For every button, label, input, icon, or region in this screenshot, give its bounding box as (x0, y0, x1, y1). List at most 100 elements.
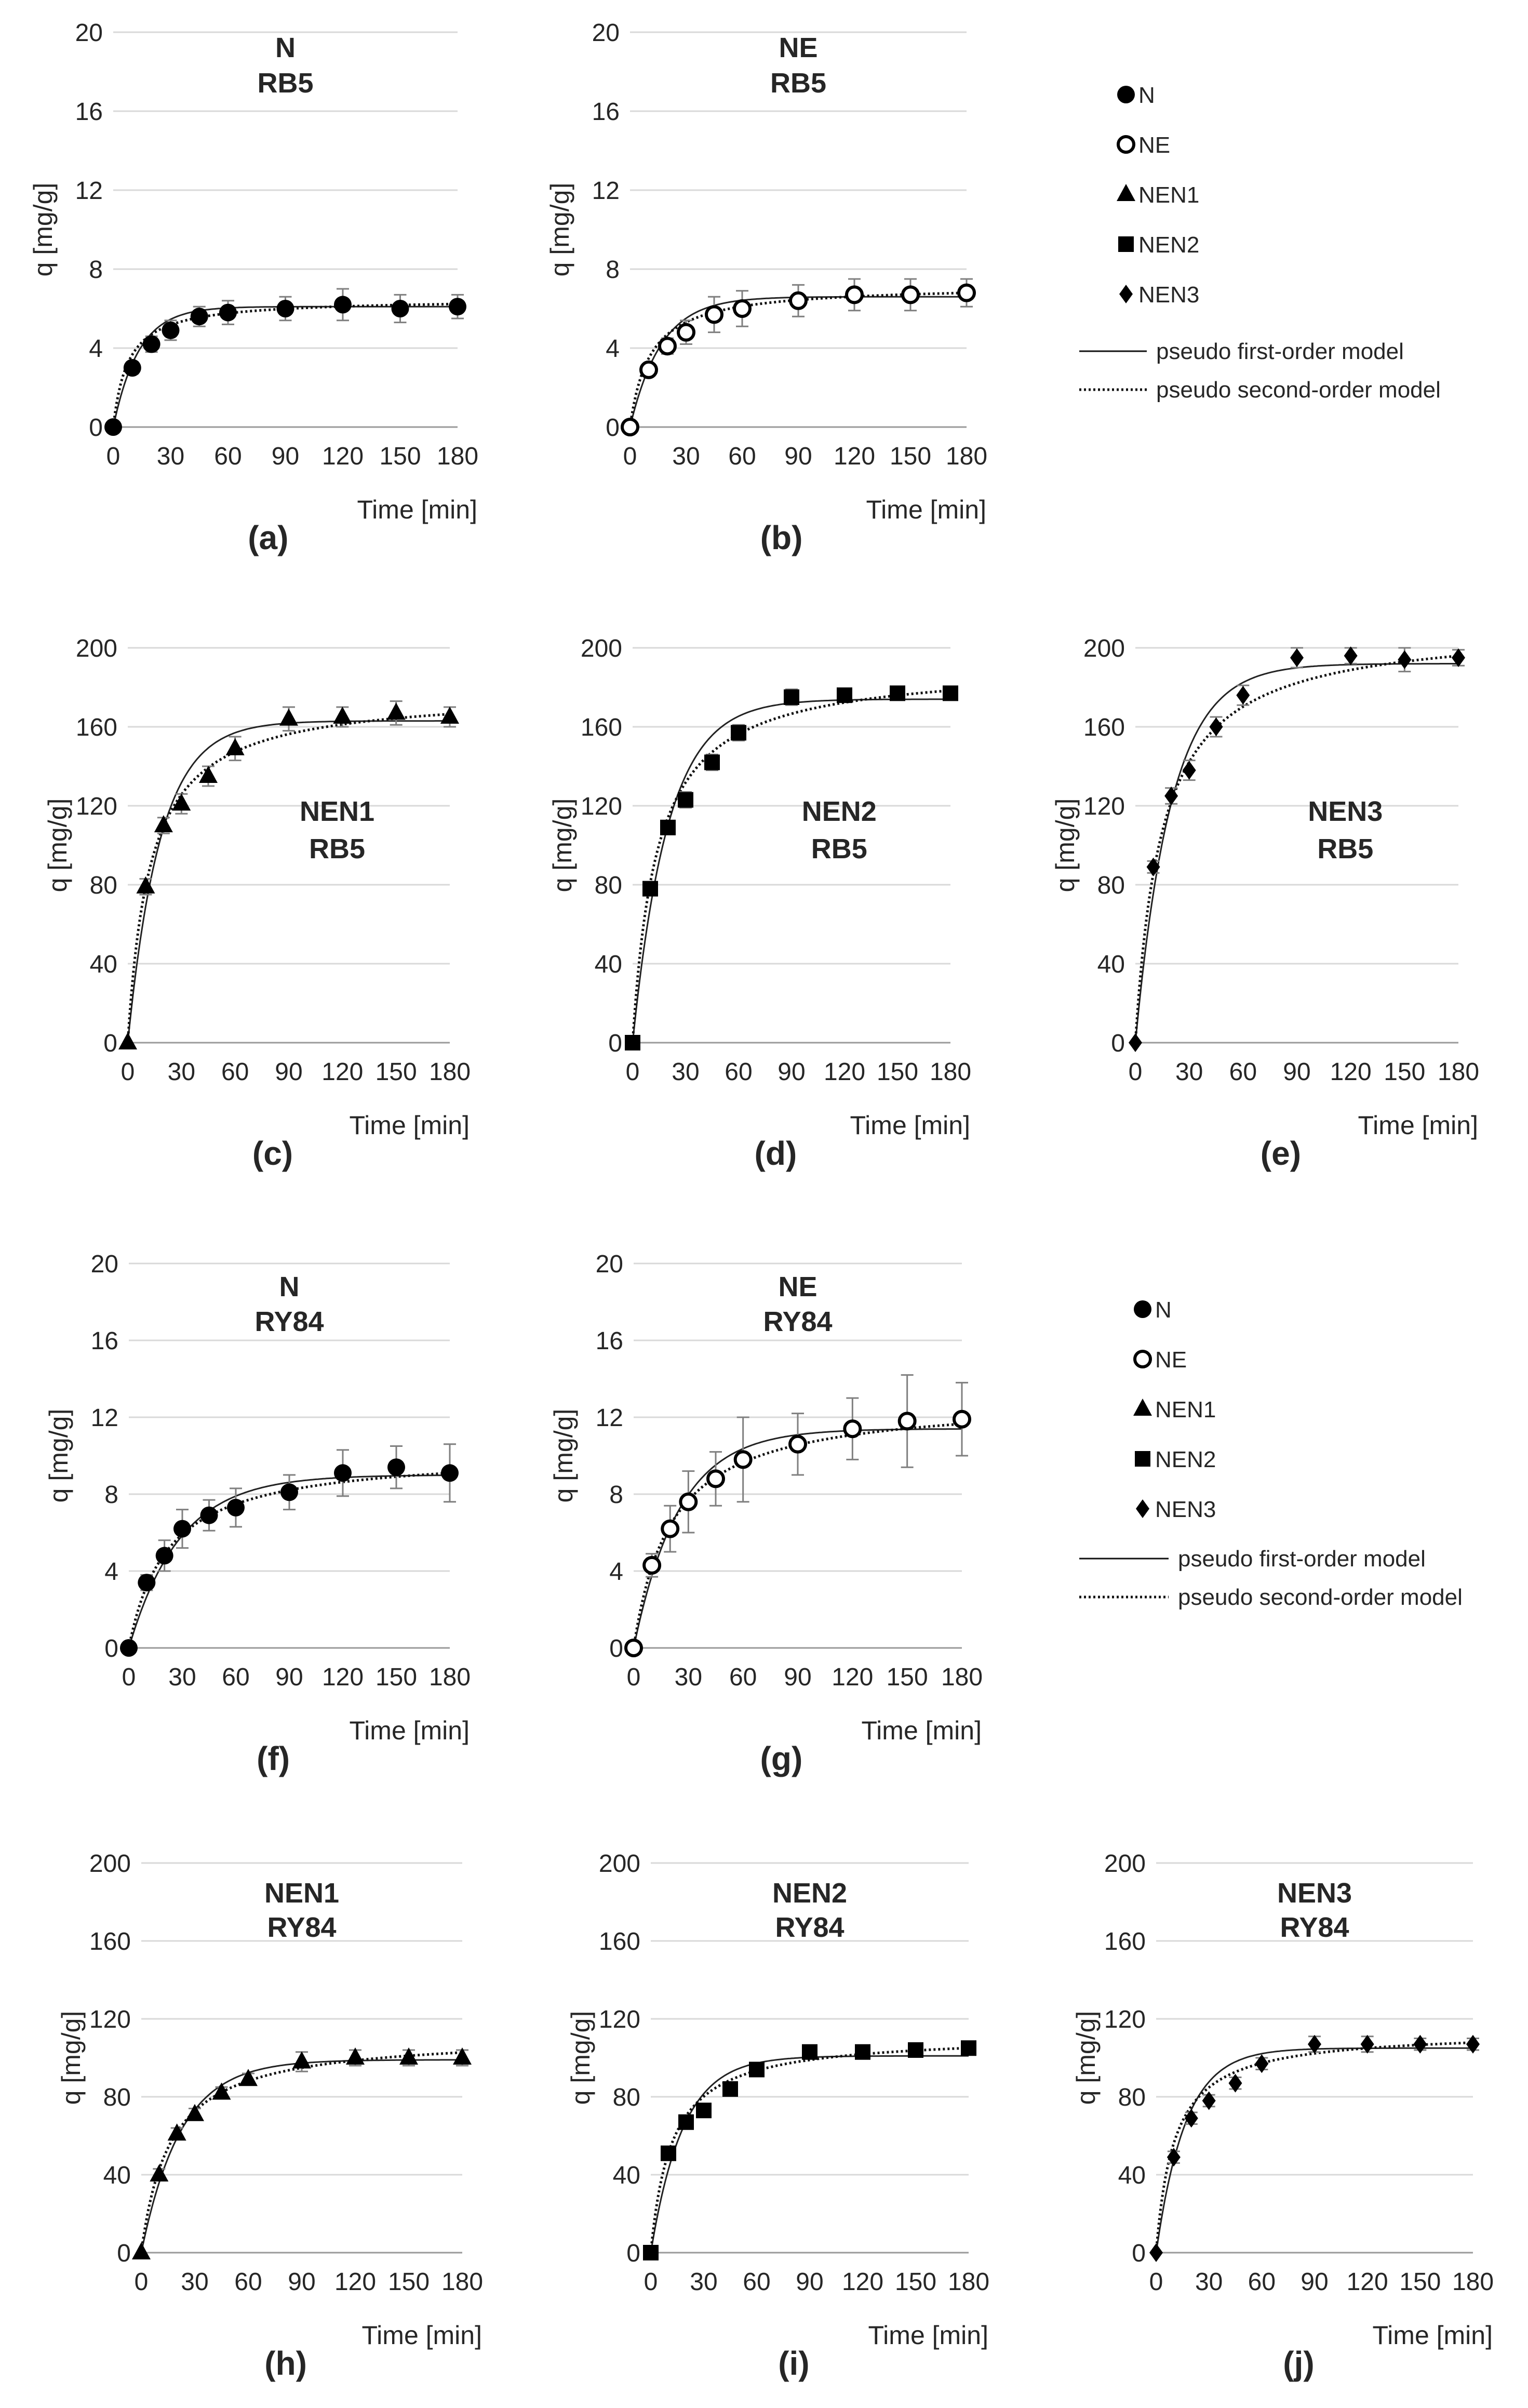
x-tick-label: 0 (626, 1058, 640, 1086)
x-tick-label: 150 (890, 443, 931, 470)
x-axis-label: Time [min] (350, 1111, 470, 1140)
data-point (391, 300, 409, 317)
y-tick-label: 120 (581, 793, 622, 820)
x-tick-label: 60 (729, 1664, 757, 1691)
chart-title-line: RB5 (811, 833, 867, 864)
data-point (625, 1035, 640, 1050)
x-axis-label: Time [min] (1358, 1111, 1479, 1140)
panel-label: (e) (1261, 1135, 1301, 1172)
data-point (642, 881, 658, 897)
data-point (138, 1574, 156, 1592)
legend-label: pseudo second-order model (1178, 1585, 1463, 1610)
x-tick-label: 0 (1129, 1058, 1143, 1086)
pseudo-first-order-line (650, 2055, 969, 2253)
chart-title-line: NEN2 (772, 1878, 847, 1909)
chart-panel: 0 40 80 120 160 200 0 30 60 90 120 150 180 Time [min]… (566, 1850, 989, 2382)
legend-marker (1117, 184, 1135, 201)
y-tick-label: 200 (89, 1850, 131, 1878)
y-axis-label: q [mg/g] (1071, 2011, 1101, 2105)
y-tick-label: 160 (599, 1928, 640, 1955)
x-tick-label: 30 (168, 1664, 196, 1691)
x-axis-label: Time [min] (850, 1111, 971, 1140)
pseudo-second-order-line (649, 2046, 969, 2253)
data-point (292, 2051, 311, 2069)
data-point (440, 707, 459, 724)
data-point (706, 1469, 725, 1488)
legend-label: NE (1155, 1347, 1187, 1373)
x-tick-label: 180 (948, 2268, 989, 2296)
chart-panel: 0 4 8 12 16 20 0 30 60 90 120 150 180 Time [min] q [mg… (29, 19, 478, 556)
data-point (789, 291, 808, 310)
x-axis-label: Time [min] (350, 1716, 470, 1745)
legend-label: pseudo first-order model (1178, 1546, 1426, 1572)
chart-title-line: RY84 (254, 1306, 324, 1337)
data-point (334, 1464, 352, 1482)
panel-label: (j) (1283, 2345, 1314, 2382)
chart-title-line: RY84 (267, 1912, 336, 1943)
x-tick-label: 90 (784, 443, 812, 470)
legend-label: pseudo second-order model (1156, 377, 1441, 403)
chart-panel: 0 40 80 120 160 200 0 30 60 90 120 150 180 Time [min]… (1051, 635, 1479, 1172)
x-tick-label: 120 (832, 1664, 873, 1691)
y-tick-label: 120 (1083, 793, 1125, 820)
y-tick-label: 0 (103, 1030, 117, 1057)
x-tick-label: 180 (930, 1058, 971, 1086)
chart-title-line: RY84 (775, 1912, 844, 1943)
pseudo-first-order-line (1155, 2047, 1473, 2253)
data-point (123, 359, 141, 377)
data-point (280, 1483, 298, 1501)
legend-marker (1136, 1499, 1149, 1518)
data-point (1308, 2034, 1321, 2054)
legend-label: NE (1138, 132, 1170, 158)
chart-title-line: RB5 (309, 833, 365, 864)
y-tick-label: 8 (609, 1481, 623, 1509)
x-tick-label: 60 (725, 1058, 752, 1086)
x-tick-label: 60 (1248, 2268, 1276, 2296)
legend-marker (1135, 1451, 1150, 1467)
x-tick-label: 150 (376, 1664, 417, 1691)
x-tick-label: 60 (222, 1664, 249, 1691)
y-tick-label: 0 (626, 2240, 640, 2267)
x-tick-label: 180 (429, 1058, 471, 1086)
legend-label: NEN1 (1138, 182, 1199, 208)
x-tick-label: 30 (168, 1058, 195, 1086)
chart-title-line: RB5 (257, 68, 313, 99)
legend-marker (1118, 236, 1134, 252)
legend-label: NEN3 (1138, 282, 1199, 308)
data-point (118, 1032, 137, 1049)
panel-label: (d) (755, 1135, 797, 1172)
legends-layer: N NE NEN1 NEN2 NEN3 pseudo first-order model p… (1079, 83, 1463, 1610)
x-tick-label: 30 (675, 1664, 702, 1691)
x-tick-label: 30 (181, 2268, 208, 2296)
data-point (661, 1519, 680, 1538)
x-tick-label: 180 (946, 443, 987, 470)
legend-marker (1133, 1350, 1152, 1368)
y-tick-label: 12 (75, 177, 103, 205)
x-tick-label: 60 (214, 443, 242, 470)
pseudo-second-order-line (126, 713, 450, 1043)
y-tick-label: 200 (581, 635, 622, 662)
x-tick-label: 90 (778, 1058, 805, 1086)
y-tick-label: 0 (609, 1635, 623, 1662)
y-tick-label: 4 (609, 1558, 623, 1586)
y-axis-label: q [mg/g] (29, 183, 58, 277)
data-point (1184, 2109, 1198, 2128)
data-point (696, 2103, 712, 2119)
y-tick-label: 160 (76, 714, 117, 741)
y-axis-label: q [mg/g] (549, 1409, 578, 1503)
data-point (279, 708, 298, 726)
legend-label: pseudo first-order model (1156, 339, 1404, 364)
x-tick-label: 90 (288, 2268, 315, 2296)
panel-label: (c) (252, 1135, 293, 1172)
chart-panel: 0 4 8 12 16 20 0 30 60 90 120 150 180 Time [min] q [mg… (545, 19, 987, 556)
data-point (399, 2047, 418, 2065)
data-point (678, 792, 693, 808)
chart-panel: 0 40 80 120 160 200 0 30 60 90 120 150 180 Time [min]… (57, 1850, 483, 2382)
x-tick-label: 30 (672, 1058, 699, 1086)
y-tick-label: 40 (613, 2162, 640, 2189)
x-tick-label: 90 (784, 1664, 811, 1691)
x-tick-label: 90 (275, 1058, 302, 1086)
y-tick-label: 160 (581, 714, 622, 741)
y-tick-label: 80 (613, 2084, 640, 2111)
